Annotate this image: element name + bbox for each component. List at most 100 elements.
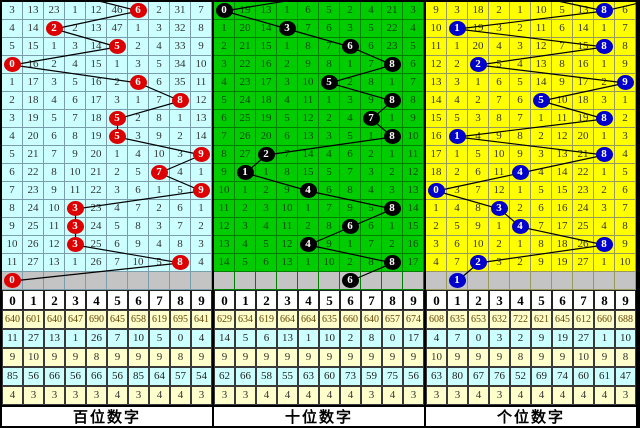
stat-cell: 27: [23, 329, 44, 348]
trend-cell: 3: [447, 2, 468, 20]
trend-cell: 8: [319, 56, 340, 74]
digit-header-cell: 0: [426, 290, 447, 310]
trend-cell: 1: [615, 92, 636, 110]
trend-cell: 8: [594, 236, 615, 254]
trend-cell: 9: [214, 164, 235, 182]
hundreds-trend-panel: 3 13 23 1 12 46 6 2 31 7 4 14 2 2 13 47 1 3 32 8 5 15 1 3 14 5 2 4 3…: [2, 2, 212, 290]
trend-cell: 21: [235, 38, 256, 56]
trend-cell: 31: [170, 2, 191, 20]
trend-cell: 27: [235, 146, 256, 164]
trend-cell: 15: [552, 182, 573, 200]
stat-cell: 10: [615, 329, 636, 348]
trend-cell: 9: [277, 182, 298, 200]
trend-cell: 1: [361, 128, 382, 146]
stat-cell: 14: [214, 329, 235, 348]
trend-cell: 22: [86, 182, 107, 200]
trend-cell: 8: [382, 200, 403, 218]
stat-cell: 5: [149, 329, 170, 348]
tens-stat-row-3: 62 66 58 55 63 60 73 59 75 56: [214, 367, 424, 386]
trend-cell: 4: [615, 146, 636, 164]
trend-cell: 1: [128, 92, 149, 110]
trend-cell: 6: [510, 92, 531, 110]
stat-cell: 10: [319, 329, 340, 348]
trend-cell: 5: [361, 20, 382, 38]
trend-cell: 1: [256, 164, 277, 182]
drawn-digit-circle: 0: [215, 3, 233, 18]
trend-cell: 6: [447, 236, 468, 254]
trend-cell: 9: [340, 200, 361, 218]
drawn-digit-circle: 5: [108, 111, 126, 126]
trend-cell: 5: [235, 254, 256, 272]
trend-cell: 9: [191, 182, 212, 200]
trend-cell: 1: [107, 56, 128, 74]
trend-cell: 2: [298, 218, 319, 236]
stat-cell: 4: [149, 386, 170, 405]
trend-cell: 19: [235, 2, 256, 20]
trend-cell: 13: [552, 146, 573, 164]
hundreds-stat-row-1: 11 27 13 1 26 7 10 5 0 4: [2, 329, 212, 348]
trend-cell: 13: [86, 20, 107, 38]
stat-cell: 7: [447, 329, 468, 348]
trend-cell: 8: [170, 254, 191, 272]
trend-cell: 9: [615, 56, 636, 74]
pending-row-cell: [128, 272, 149, 290]
stat-cell: 645: [107, 310, 128, 329]
stat-cell: 66: [44, 367, 65, 386]
trend-cell: 20: [23, 128, 44, 146]
drawn-digit-circle: 8: [171, 255, 189, 270]
trend-cell: 5: [552, 2, 573, 20]
trend-cell: 1: [235, 164, 256, 182]
trend-cell: 9: [361, 92, 382, 110]
trend-cell: 6: [107, 236, 128, 254]
trend-cell: 18: [468, 2, 489, 20]
stat-cell: 629: [214, 310, 235, 329]
trend-cell: 1: [107, 146, 128, 164]
trend-cell: 11: [214, 200, 235, 218]
trend-cell: 7: [107, 254, 128, 272]
trend-cell: 4: [298, 236, 319, 254]
trend-cell: 3: [2, 2, 23, 20]
trend-cell: 8: [382, 254, 403, 272]
pending-row-cell: [277, 272, 298, 290]
stat-cell: 63: [426, 367, 447, 386]
trend-cell: 6: [552, 20, 573, 38]
trend-cell: 4: [107, 200, 128, 218]
trend-cell: 14: [214, 254, 235, 272]
digit-header-cell: 8: [170, 290, 191, 310]
stat-cell: 664: [298, 310, 319, 329]
trend-cell: 3: [510, 38, 531, 56]
stat-cell: 658: [128, 310, 149, 329]
trend-cell: 20: [86, 146, 107, 164]
stat-cell: 3: [426, 386, 447, 405]
stat-cell: 4: [277, 386, 298, 405]
stat-cell: 19: [552, 329, 573, 348]
trend-cell: 3: [426, 236, 447, 254]
trend-cell: 8: [340, 182, 361, 200]
trend-cell: 2: [340, 2, 361, 20]
trend-cell: 4: [594, 218, 615, 236]
trend-cell: 4: [510, 164, 531, 182]
trend-cell: 16: [552, 200, 573, 218]
stat-cell: 3: [489, 386, 510, 405]
trend-cell: 12: [191, 92, 212, 110]
trend-cell: 13: [214, 236, 235, 254]
trend-cell: 2: [149, 200, 170, 218]
trend-cell: 7: [128, 200, 149, 218]
pending-row-cell: 0: [2, 272, 23, 290]
drawn-digit-circle: 4: [511, 219, 529, 234]
stat-cell: 9: [489, 348, 510, 367]
stat-cell: 0: [382, 329, 403, 348]
trend-cell: 4: [447, 92, 468, 110]
trend-cell: 1: [594, 164, 615, 182]
pending-row-cell: [170, 272, 191, 290]
trend-cell: 8: [298, 38, 319, 56]
trend-cell: 9: [531, 254, 552, 272]
digit-header-cell: 3: [489, 290, 510, 310]
trend-cell: 2: [235, 200, 256, 218]
trend-cell: 1: [214, 20, 235, 38]
trend-cell: 24: [235, 92, 256, 110]
trend-cell: 1: [277, 38, 298, 56]
trend-cell: 2: [128, 110, 149, 128]
trend-cell: 1: [340, 236, 361, 254]
digit-header-cell: 4: [510, 290, 531, 310]
